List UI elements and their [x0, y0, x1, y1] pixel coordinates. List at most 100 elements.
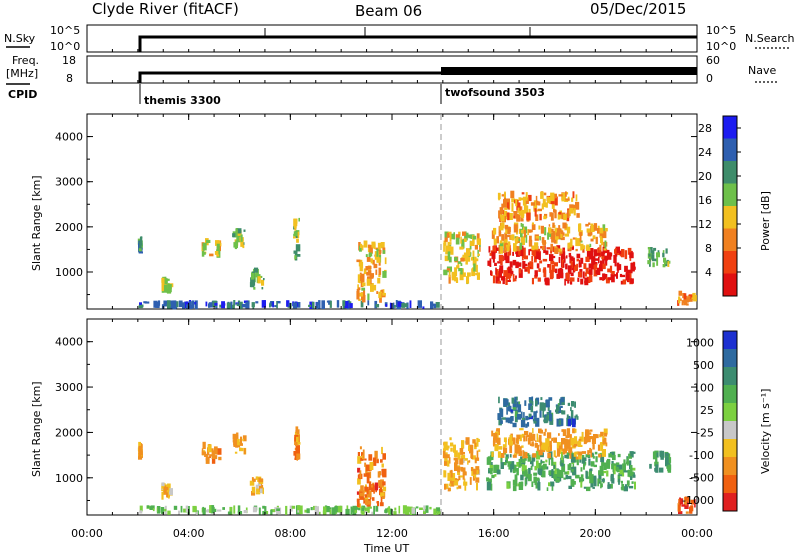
data-cell: [175, 301, 179, 308]
data-cell: [375, 304, 380, 308]
data-cell: [555, 409, 558, 413]
data-cell: [443, 448, 446, 452]
data-cell: [508, 461, 512, 470]
data-cell: [178, 510, 180, 515]
data-cell: [329, 509, 332, 515]
data-cell: [299, 505, 303, 515]
data-cell: [535, 450, 541, 460]
data-cell: [564, 233, 570, 237]
data-cell: [541, 245, 545, 251]
data-cell: [369, 244, 373, 254]
data-cell: [329, 300, 332, 308]
data-cell: [469, 444, 474, 454]
data-cell: [463, 252, 467, 261]
data-cell: [234, 242, 237, 250]
data-cell: [548, 224, 551, 227]
data-cell: [615, 246, 620, 253]
freq-trace-themis: [138, 71, 441, 83]
nave-tick-low: 0: [706, 72, 713, 85]
data-cell: [209, 253, 214, 257]
data-cell: [574, 451, 578, 454]
data-cell: [548, 227, 552, 235]
data-cell: [575, 474, 580, 479]
data-cell: [504, 244, 506, 254]
data-cell: [570, 407, 572, 412]
data-cell: [356, 499, 360, 507]
data-cell: [692, 292, 696, 300]
data-cell: [472, 256, 477, 266]
data-cell: [586, 244, 590, 247]
data-cell: [688, 294, 693, 301]
data-cell: [558, 211, 562, 215]
data-cell: [251, 491, 256, 496]
data-cell: [356, 291, 360, 300]
data-cell: [470, 467, 474, 472]
data-cell: [553, 236, 557, 244]
data-cell: [664, 262, 668, 267]
data-cell: [664, 260, 667, 265]
data-cell: [381, 463, 384, 468]
data-cell: [454, 267, 458, 277]
data-cell: [477, 249, 479, 258]
data-cell: [656, 257, 659, 266]
data-cluster: [649, 450, 672, 473]
data-cell: [489, 258, 492, 267]
data-cell: [214, 302, 218, 306]
data-cell: [504, 399, 509, 406]
data-cell: [448, 242, 452, 245]
data-cell: [234, 434, 239, 444]
data-cell: [415, 506, 419, 509]
data-cell: [376, 459, 379, 464]
data-cell: [294, 442, 298, 446]
data-cell: [139, 241, 142, 248]
data-cell: [537, 208, 542, 212]
data-cell: [629, 256, 632, 261]
data-cell: [550, 198, 555, 205]
data-cell: [201, 448, 204, 455]
data-cell: [361, 452, 364, 456]
data-cell: [240, 239, 244, 247]
data-cell: [548, 470, 552, 475]
data-cell: [565, 198, 570, 201]
data-cell: [503, 199, 507, 208]
data-cell: [594, 262, 598, 266]
data-cell: [230, 301, 233, 309]
data-cell: [378, 267, 382, 275]
data-cell: [505, 454, 509, 459]
data-cluster: [201, 441, 222, 464]
data-cell: [446, 232, 450, 238]
data-cell: [630, 262, 636, 270]
data-cell: [607, 277, 612, 281]
data-cell: [512, 479, 517, 486]
data-cell: [462, 471, 465, 480]
data-cell: [574, 401, 576, 408]
power-plot-frame: [86, 113, 698, 310]
data-cell: [354, 505, 359, 510]
data-cell: [607, 482, 610, 489]
data-cell: [566, 272, 570, 281]
data-cell: [565, 255, 568, 259]
data-cell: [556, 442, 561, 449]
data-cell: [497, 261, 501, 264]
colorbar-swatch: [723, 493, 737, 512]
data-cell: [251, 302, 255, 308]
data-cell: [495, 276, 500, 284]
data-cell: [536, 251, 540, 258]
data-cell: [449, 483, 452, 486]
data-cell: [370, 283, 374, 292]
data-cell: [662, 264, 666, 268]
data-cell: [344, 301, 349, 309]
data-cell: [551, 269, 554, 279]
data-cluster: [161, 482, 173, 500]
data-cell: [460, 263, 463, 266]
data-cell: [561, 438, 566, 445]
data-cell: [183, 508, 188, 513]
data-cell: [597, 267, 601, 275]
data-cell: [235, 228, 239, 238]
data-cell: [602, 273, 606, 281]
data-cell: [234, 451, 238, 454]
power-colorbar: 4 8 12 16 20 24 28: [698, 115, 741, 297]
nsearch-tick-high: 10^5: [706, 24, 736, 37]
data-cell: [376, 257, 381, 263]
power-colorbar-tick-label: 16: [698, 194, 712, 207]
